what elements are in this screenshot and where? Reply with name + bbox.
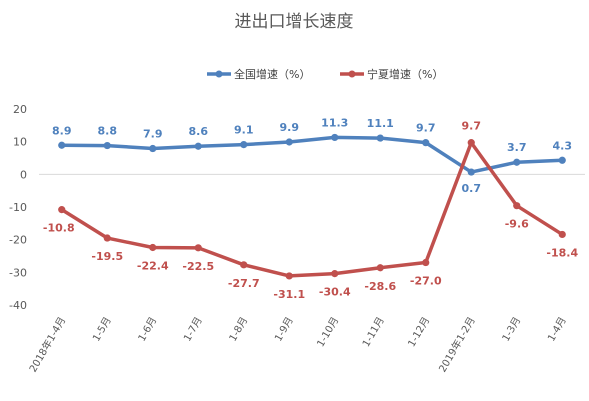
data-label: -22.4	[137, 260, 169, 273]
y-axis: 20 10 0 -10 -20 -30 -40	[9, 103, 27, 312]
data-label: 8.9	[52, 124, 72, 137]
chart-title: 进出口增长速度	[235, 12, 354, 32]
data-label: 3.7	[507, 141, 527, 154]
data-point	[58, 141, 66, 149]
series-line-1	[60, 140, 564, 278]
data-point	[376, 264, 384, 272]
data-point	[103, 141, 111, 150]
data-label: -27.0	[410, 275, 442, 288]
data-label: -18.4	[546, 246, 578, 259]
data-label: 8.8	[98, 125, 118, 138]
data-point	[422, 139, 430, 147]
x-tick-label: 1-4月	[545, 315, 569, 344]
y-tick-label: 0	[20, 168, 27, 181]
x-tick-label: 2019年1-2月	[436, 314, 478, 374]
data-point	[285, 272, 293, 280]
data-point	[467, 139, 475, 147]
data-point	[194, 244, 202, 252]
x-tick-label: 2018年1-4月	[26, 314, 68, 374]
data-point	[240, 261, 248, 269]
x-tick-label: 1-7月	[181, 315, 205, 344]
data-label: -30.4	[319, 286, 351, 299]
data-point	[558, 230, 566, 239]
x-tick-label: 1-10月	[315, 315, 342, 349]
data-point	[513, 158, 521, 166]
data-point	[422, 258, 430, 267]
data-label: -27.7	[228, 277, 260, 290]
data-point	[331, 133, 339, 142]
legend-item-ningxia: 宁夏增速（%）	[340, 67, 443, 81]
data-label: 9.7	[416, 122, 436, 135]
data-label: -19.5	[91, 250, 123, 263]
data-label: 9.1	[234, 124, 254, 137]
x-tick-label: 1-9月	[272, 315, 296, 344]
data-point	[149, 243, 157, 252]
x-tick-label: 1-12月	[406, 315, 433, 349]
y-tick-label: -40	[9, 299, 27, 312]
data-label: 0.7	[462, 182, 482, 195]
y-tick-label: 10	[13, 136, 27, 149]
data-label: -22.5	[182, 260, 214, 273]
data-point	[513, 202, 521, 210]
data-point	[285, 138, 293, 146]
data-label: 9.7	[462, 120, 482, 133]
legend-label-national: 全国增速（%）	[234, 67, 310, 81]
data-label: -28.6	[364, 280, 396, 293]
y-tick-label: -30	[9, 266, 27, 279]
x-tick-label: 1-5月	[90, 315, 114, 344]
data-point	[58, 206, 66, 214]
x-tick-label: 1-3月	[500, 315, 524, 344]
data-label: 4.3	[553, 139, 573, 152]
data-point	[103, 234, 111, 242]
legend: 全国增速（%） 宁夏增速（%）	[207, 67, 443, 81]
y-tick-label: -10	[9, 201, 27, 214]
legend-marker-ningxia	[348, 70, 356, 78]
legend-item-national: 全国增速（%）	[207, 67, 310, 81]
data-label: 11.1	[367, 117, 394, 130]
x-tick-label: 1-6月	[136, 315, 160, 344]
legend-label-ningxia: 宁夏增速（%）	[367, 67, 443, 81]
y-tick-label: 20	[13, 103, 27, 116]
data-label: 8.6	[189, 125, 209, 138]
data-point	[240, 141, 248, 149]
data-point	[558, 156, 566, 164]
data-label: -31.1	[273, 288, 305, 301]
data-label: 9.9	[280, 121, 300, 134]
y-tick-label: -20	[9, 234, 27, 247]
data-label: 7.9	[143, 128, 163, 141]
x-tick-label: 1-11月	[360, 315, 387, 349]
data-labels: 8.9 8.8 7.9 8.6 9.1 9.9 11.3 11.1 9.7 0.7 3.7 4.3 -1…	[43, 116, 579, 301]
data-label: -10.8	[43, 222, 75, 235]
series-layer	[58, 133, 566, 280]
legend-marker-national	[215, 70, 223, 78]
data-point	[149, 144, 157, 153]
data-label: 11.3	[321, 116, 348, 129]
data-point	[376, 134, 384, 142]
data-point	[331, 270, 339, 278]
data-point	[467, 168, 475, 176]
data-point	[194, 142, 202, 150]
x-tick-label: 1-8月	[227, 315, 251, 344]
series-line-0	[60, 135, 564, 174]
data-label: -9.6	[505, 218, 529, 231]
